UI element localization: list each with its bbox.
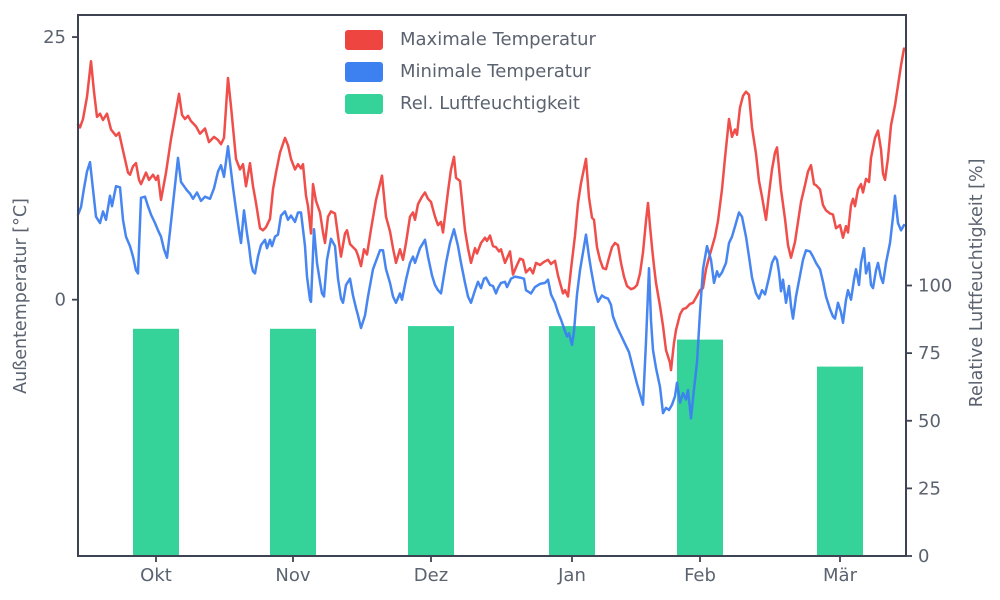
- humidity-bar-Dez: [408, 326, 454, 556]
- legend-label-max-temp: Maximale Temperatur: [400, 28, 596, 50]
- x-axis-tick-label-Okt: Okt: [140, 565, 172, 586]
- legend-swatch-max-temp-icon: [345, 29, 383, 50]
- max-temp-line: [76, 47, 906, 372]
- legend-item-min-temp: Minimale Temperatur: [345, 61, 596, 82]
- x-axis-tick-label-Feb: Feb: [684, 565, 716, 586]
- x-axis-tick-label-Jan: Jan: [557, 565, 586, 586]
- min-temp-line: [76, 145, 906, 420]
- right-axis-tick-label-25: 25: [918, 478, 941, 499]
- y-axis-label-right: Relative Luftfeuchtigkeit [%]: [967, 158, 987, 408]
- axis-tick-labels-layer: 0 25 0 25 50 75 100 Okt Nov Dez Jan Feb Mär: [43, 27, 952, 586]
- right-axis-tick-label-0: 0: [918, 546, 929, 567]
- right-axis-tick-label-100: 100: [918, 276, 952, 297]
- legend-label-humidity: Rel. Luftfeuchtigkeit: [400, 92, 580, 114]
- legend-item-humidity: Rel. Luftfeuchtigkeit: [345, 93, 596, 114]
- axis-ticks-layer: [72, 36, 912, 562]
- left-axis-tick-label-0: 0: [55, 290, 66, 311]
- humidity-bar-Okt: [133, 328, 179, 556]
- humidity-bar-Jan: [549, 326, 595, 556]
- right-axis-tick-label-75: 75: [918, 343, 941, 364]
- legend-swatch-humidity-icon: [345, 93, 383, 114]
- legend-swatch-min-temp-icon: [345, 61, 383, 82]
- x-axis-tick-label-Mär: Mär: [823, 565, 858, 586]
- right-axis-tick-label-50: 50: [918, 411, 941, 432]
- humidity-bars-layer: [133, 326, 863, 556]
- humidity-bar-Nov: [270, 328, 316, 556]
- y-axis-label-left: Außentemperatur [°C]: [11, 198, 31, 394]
- humidity-bar-Mär: [817, 366, 863, 556]
- legend: Maximale Temperatur Minimale Temperatur …: [345, 29, 596, 114]
- left-axis-tick-label-25: 25: [43, 27, 66, 48]
- x-axis-tick-label-Dez: Dez: [414, 565, 448, 586]
- x-axis-tick-label-Nov: Nov: [275, 565, 310, 586]
- humidity-bar-Feb: [677, 339, 723, 556]
- temperature-lines-layer: [76, 47, 906, 420]
- legend-label-min-temp: Minimale Temperatur: [400, 60, 591, 82]
- legend-item-max-temp: Maximale Temperatur: [345, 29, 596, 50]
